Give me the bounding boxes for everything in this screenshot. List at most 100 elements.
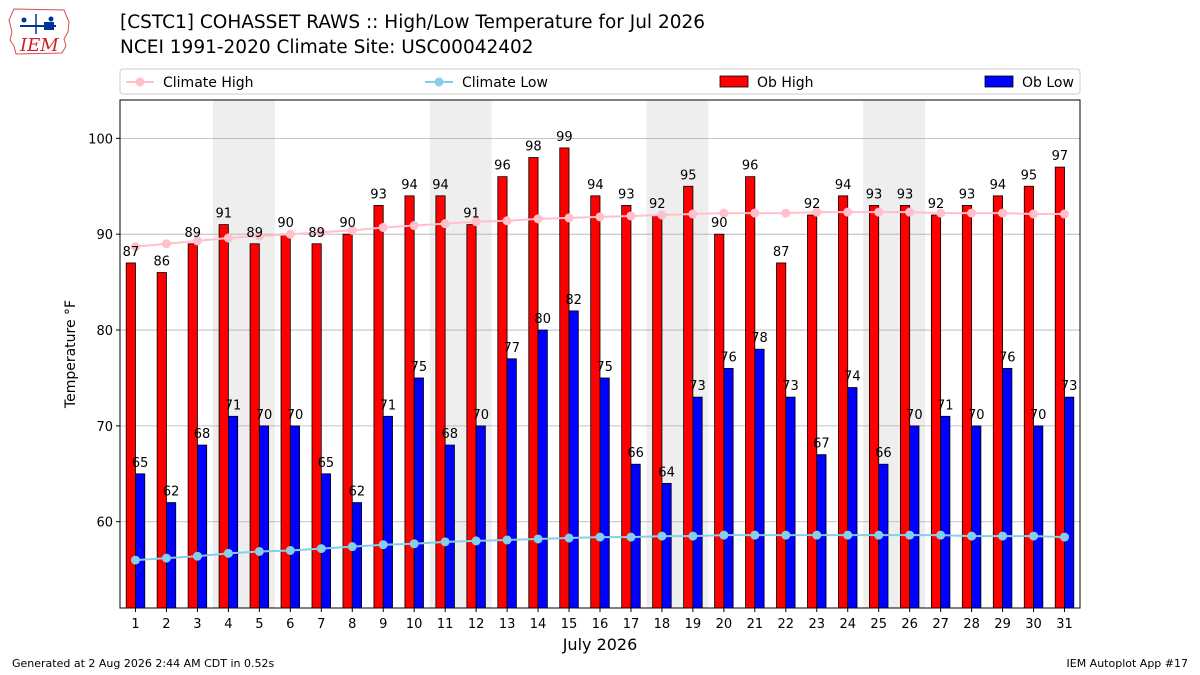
ob-high-value-label: 94: [401, 178, 418, 193]
ob-high-value-label: 96: [742, 159, 759, 174]
x-tick-label: 31: [1056, 617, 1073, 632]
ob-high-bar: [714, 233, 725, 609]
climate-low-point: [843, 530, 853, 540]
ob-low-value-label: 75: [411, 360, 428, 375]
climate-low-point: [781, 530, 791, 540]
climate-low-point: [688, 531, 698, 541]
climate-low-point: [502, 535, 512, 545]
climate-high-legend-label: Climate High: [163, 75, 254, 91]
ob-high-value-label: 90: [277, 216, 294, 231]
climate-high-point: [967, 208, 977, 218]
ob-high-value-label: 93: [959, 187, 976, 202]
data-labels: 87 65 86 62 89 68 91 71 89 70 90 70 89 65 90 62 93 71 94 75…: [123, 130, 1078, 500]
ob-high-value-label: 89: [246, 226, 263, 241]
ob-low-bar: [413, 377, 424, 609]
climate-low-point: [626, 532, 636, 542]
climate-high-point: [378, 222, 388, 232]
ob-low-value-label: 73: [689, 379, 706, 394]
ob-low-value-label: 64: [658, 465, 675, 480]
ob-low-value-label: 71: [937, 398, 954, 413]
climate-low-point: [657, 531, 667, 541]
climate-high-point: [688, 209, 698, 219]
ob-low-bar: [135, 473, 146, 609]
x-tick-label: 4: [224, 617, 232, 632]
ob-low-bar: [351, 502, 362, 609]
ob-low-bar: [289, 425, 301, 609]
climate-low-point: [750, 530, 760, 540]
ob-low-bar: [661, 482, 672, 609]
ob-high-value-label: 94: [835, 178, 852, 193]
x-tick-label: 12: [468, 617, 485, 632]
ob-high-bar: [311, 243, 322, 609]
chart-title: [CSTC1] COHASSET RAWS :: High/Low Temper…: [120, 12, 706, 33]
ob-low-value-label: 70: [473, 408, 490, 423]
ob-high-bar: [745, 176, 756, 609]
climate-low-point: [409, 539, 419, 549]
chart-subtitle: NCEI 1991-2020 Climate Site: USC00042402: [120, 37, 534, 58]
ob-high-bar: [807, 214, 818, 609]
climate-low-point: [812, 530, 822, 540]
x-tick-label: 24: [839, 617, 856, 632]
climate-high-point: [161, 239, 171, 249]
ob-high-value-label: 97: [1052, 149, 1069, 164]
ob-high-value-label: 87: [123, 245, 140, 260]
ob-low-bar: [1002, 367, 1013, 609]
climate-high-legend-marker: [135, 77, 145, 87]
climate-low-point: [471, 536, 481, 546]
ob-low-value-label: 62: [163, 485, 180, 500]
climate-high-point: [254, 231, 264, 241]
ob-low-bar: [258, 425, 270, 609]
ob-low-value-label: 68: [194, 427, 211, 442]
ob-high-value-label: 92: [928, 197, 945, 212]
ob-low-bar: [754, 348, 765, 609]
x-tick-label: 26: [901, 617, 918, 632]
ob-low-bar: [1064, 396, 1075, 609]
x-tick-label: 1: [131, 617, 139, 632]
x-tick-label: 29: [994, 617, 1011, 632]
x-tick-label: 16: [592, 617, 609, 632]
climate-low-point: [161, 553, 171, 563]
generated-timestamp: Generated at 2 Aug 2026 2:44 AM CDT in 0…: [12, 657, 275, 670]
ob-high-value-label: 89: [185, 226, 202, 241]
climate-low-point: [564, 533, 574, 543]
x-tick-label: 27: [932, 617, 949, 632]
climate-low-point: [936, 530, 946, 540]
ob-high-bar: [992, 195, 1003, 609]
climate-high-point: [564, 213, 574, 223]
ob-high-bar: [652, 214, 663, 609]
ob-high-bar: [683, 185, 694, 609]
ob-high-bar: [899, 205, 911, 609]
legend-box: [119, 68, 1081, 95]
climate-high-point: [905, 207, 915, 217]
ob-high-bar: [869, 205, 880, 609]
ob-low-value-label: 77: [503, 341, 520, 356]
ob-high-value-label: 99: [556, 130, 573, 145]
ob-high-bar: [342, 233, 353, 609]
ob-high-value-label: 93: [866, 187, 883, 202]
x-tick-label: 17: [623, 617, 640, 632]
x-tick-label: 3: [193, 617, 201, 632]
ob-high-value-label: 90: [711, 216, 728, 231]
x-tick-label: 6: [286, 617, 294, 632]
y-tick-label: 100: [88, 132, 113, 147]
ob-low-bar: [444, 444, 455, 609]
x-axis-label: July 2026: [562, 635, 638, 654]
climate-low-point: [130, 555, 140, 565]
climate-low-point: [1060, 532, 1070, 542]
ob-low-bar: [723, 367, 734, 609]
ob-high-bar: [838, 195, 849, 609]
climate-high-point: [347, 225, 357, 235]
ob-low-value-label: 74: [844, 370, 861, 385]
climate-low-point: [1029, 531, 1039, 541]
ob-high-value-label: 94: [432, 178, 449, 193]
ob-low-value-label: 71: [380, 398, 397, 413]
x-tick-label: 13: [499, 617, 516, 632]
climate-low-legend-marker: [434, 77, 444, 87]
climate-low-legend-label: Climate Low: [462, 75, 548, 91]
climate-high-point: [719, 208, 729, 218]
ob-high-value-label: 87: [773, 245, 790, 260]
ob-low-bar: [475, 425, 486, 609]
ob-low-value-label: 70: [256, 408, 273, 423]
climate-low-point: [378, 540, 388, 550]
